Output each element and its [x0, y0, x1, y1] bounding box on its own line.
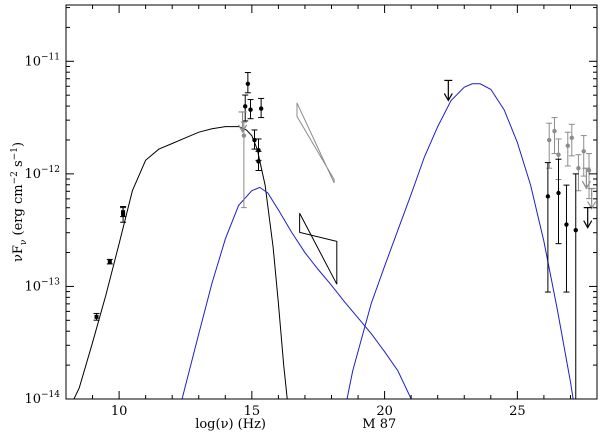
- marker: [243, 104, 248, 109]
- plot-frame: [65, 4, 598, 400]
- marker: [569, 135, 574, 141]
- data-point-20: [586, 153, 593, 200]
- marker: [547, 137, 552, 143]
- y-axis-label: νFν (erg cm−2 s−1): [10, 142, 29, 262]
- bowties: [296, 102, 338, 285]
- x-tick-label: 15: [244, 404, 261, 419]
- model-curve-3: [346, 83, 574, 399]
- marker: [564, 222, 569, 227]
- limit-arrowhead: [583, 220, 593, 229]
- data-point-1: [93, 312, 100, 321]
- marker: [121, 210, 126, 215]
- data-point-6: [242, 94, 249, 122]
- data-point-18: [575, 154, 582, 192]
- data-point-14: [551, 117, 558, 155]
- data-point-5: [240, 121, 247, 209]
- data-point-10: [251, 129, 258, 150]
- upper-limit-1: [443, 79, 453, 102]
- marker: [245, 81, 251, 87]
- upper-limit-5: [583, 207, 593, 229]
- y-tick-label: 10−11: [24, 52, 60, 69]
- data-point-4: [120, 207, 127, 218]
- upper-limit-4: [587, 187, 597, 210]
- y-tick-label: 10−14: [24, 390, 60, 407]
- limit-arrowhead: [581, 180, 591, 190]
- data-point-22: [555, 158, 562, 245]
- marker: [573, 227, 578, 233]
- marker: [556, 152, 561, 157]
- data-point-17: [568, 123, 575, 157]
- data-point-16: [564, 131, 571, 167]
- data-point-21: [544, 162, 551, 293]
- x-tick-label: 20: [376, 404, 393, 419]
- data-point-19: [580, 135, 587, 177]
- upper-limit-2: [238, 111, 248, 134]
- data-point-13: [546, 122, 553, 169]
- limit-arrowhead: [443, 93, 453, 102]
- marker: [545, 194, 551, 199]
- data-point-7: [244, 72, 251, 94]
- marker: [248, 107, 253, 112]
- marker: [565, 143, 570, 148]
- bowtie-2: [299, 213, 338, 285]
- marker: [556, 190, 561, 196]
- bowtie-1: [296, 102, 335, 184]
- data-points: [93, 72, 593, 399]
- x-axis-ticks: 10 15 20 25: [65, 5, 598, 419]
- model-curve-1: [73, 126, 288, 399]
- x-tick-label: 10: [111, 404, 128, 419]
- limit-arrowhead: [238, 124, 248, 134]
- data-point-23: [563, 184, 570, 293]
- marker: [256, 159, 261, 164]
- upper-limits: [238, 79, 597, 229]
- marker: [258, 106, 264, 111]
- data-point-2: [106, 258, 113, 265]
- y-tick-label: 10−13: [24, 277, 60, 294]
- model-curves: [73, 83, 574, 399]
- x-tick-label: 25: [509, 404, 526, 419]
- marker: [94, 314, 99, 319]
- marker: [241, 133, 247, 138]
- data-point-24: [572, 173, 579, 399]
- data-point-9: [258, 97, 265, 119]
- marker: [581, 149, 586, 154]
- y-tick-label: 10−12: [24, 165, 60, 182]
- upper-limit-3: [581, 167, 591, 190]
- marker: [586, 168, 592, 173]
- limit-arrowhead: [587, 201, 597, 210]
- data-point-8: [247, 99, 254, 120]
- object-label: M 87: [362, 417, 396, 432]
- data-point-12: [255, 150, 262, 171]
- y-axis-ticks: 10−11 10−12 10−13 10−14: [24, 7, 597, 407]
- model-curve-2: [181, 186, 412, 399]
- marker: [576, 166, 581, 171]
- x-axis-label: log(ν) (Hz): [195, 417, 266, 432]
- marker: [552, 128, 557, 134]
- marker: [107, 259, 112, 264]
